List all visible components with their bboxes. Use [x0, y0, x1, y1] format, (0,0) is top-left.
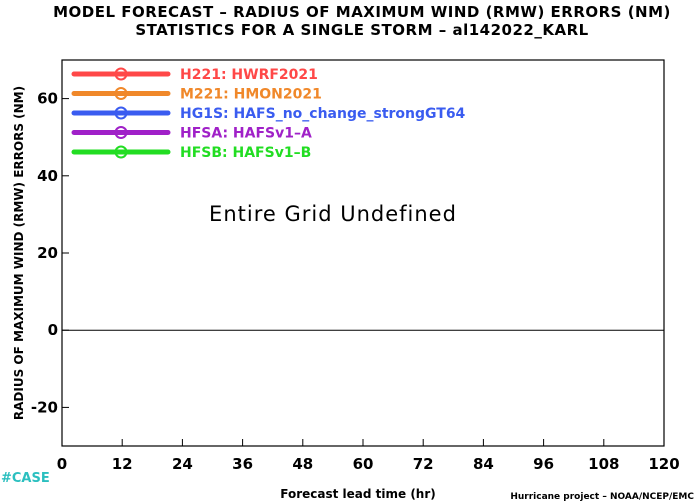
x-tick-label: 60 — [353, 455, 374, 473]
x-axis-label: Forecast lead time (hr) — [280, 487, 436, 501]
credit-text: Hurricane project – NOAA/NCEP/EMC — [510, 492, 694, 502]
chart-subtitle: STATISTICS FOR A SINGLE STORM – al142022… — [135, 21, 588, 39]
y-tick-label: 40 — [37, 167, 58, 185]
chart-title: MODEL FORECAST – RADIUS OF MAXIMUM WIND … — [53, 3, 671, 21]
x-tick-label: 36 — [232, 455, 253, 473]
plot-area — [61, 59, 665, 447]
y-tick-label: 60 — [37, 90, 58, 108]
legend-marker — [114, 145, 128, 159]
x-tick-label: 108 — [588, 455, 619, 473]
x-tick-label: 72 — [413, 455, 434, 473]
undefined-grid-annotation: Entire Grid Undefined — [209, 202, 457, 226]
x-tick-label: 12 — [112, 455, 133, 473]
legend: H221: HWRF2021 M221: HMON2021 HG1S: HAFS_n… — [71, 67, 466, 161]
x-tick-label: 84 — [473, 455, 494, 473]
legend-marker — [114, 126, 128, 139]
y-axis-label: RADIUS OF MAXIMUM WIND (RMW) ERRORS (NM) — [12, 86, 26, 420]
legend-entry: HG1S: HAFS_no_change_strongGT64 — [180, 106, 466, 122]
legend-marker — [114, 67, 128, 81]
y-tick-label: 0 — [48, 321, 58, 339]
legend-marker — [114, 87, 128, 100]
legend-entry: HFSA: HAFSv1–A — [180, 126, 312, 142]
x-tick-label: 48 — [292, 455, 313, 473]
y-tick-label: 20 — [37, 244, 58, 262]
x-tick-label: 0 — [57, 455, 67, 473]
case-label: #CASE — [1, 471, 50, 486]
legend-entry: M221: HMON2021 — [180, 87, 322, 103]
x-tick-label: 24 — [172, 455, 193, 473]
y-tick-label: -20 — [31, 398, 58, 416]
legend-entry: H221: HWRF2021 — [180, 67, 318, 83]
x-tick-label: 120 — [648, 455, 679, 473]
legend-entry: HFSB: HAFSv1–B — [180, 145, 311, 161]
legend-marker — [114, 106, 128, 120]
x-tick-label: 96 — [533, 455, 554, 473]
